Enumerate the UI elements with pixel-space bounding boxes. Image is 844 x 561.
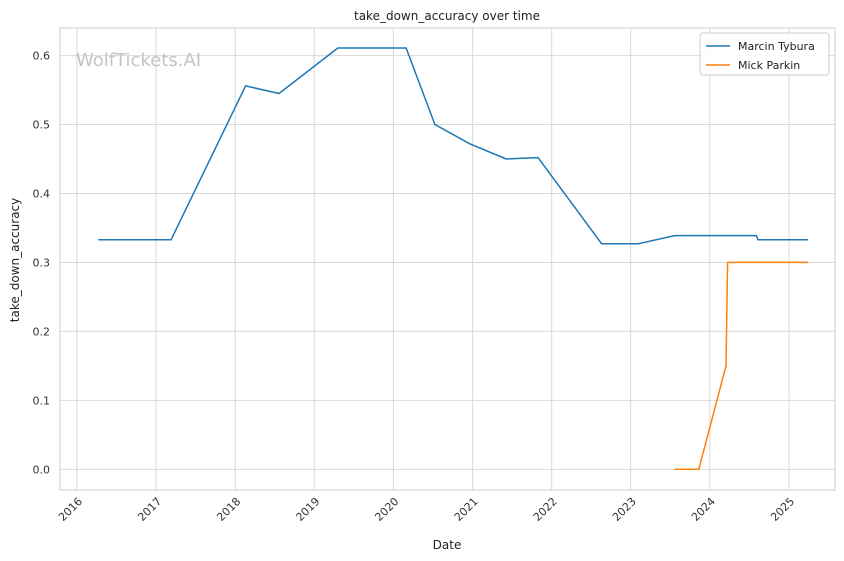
x-axis-title: Date — [433, 538, 462, 552]
legend: Marcin Tybura Mick Parkin — [699, 32, 830, 76]
y-tick-label: 0.5 — [33, 119, 51, 132]
plot-frame — [59, 27, 836, 491]
grid — [60, 28, 835, 490]
series-line-mick-parkin — [674, 261, 808, 471]
y-tick-label: 0.3 — [33, 256, 51, 269]
y-tick-label: 0.2 — [33, 325, 51, 338]
y-tick-label: 0.4 — [33, 187, 51, 200]
series-line-marcin-tybura — [98, 47, 808, 245]
y-axis-title: take_down_accuracy — [8, 198, 22, 322]
legend-box — [699, 32, 830, 76]
legend-label: Mick Parkin — [738, 59, 800, 72]
y-tick-label: 0.1 — [33, 394, 51, 407]
y-tick-label: 0.0 — [33, 463, 51, 476]
chart-title: take_down_accuracy over time — [354, 9, 540, 23]
y-tick-label: 0.6 — [33, 50, 51, 63]
watermark-text: WolfTickets.AI — [76, 50, 201, 71]
plot-area — [60, 28, 835, 490]
series-lines — [98, 47, 808, 471]
legend-label: Marcin Tybura — [738, 40, 815, 53]
